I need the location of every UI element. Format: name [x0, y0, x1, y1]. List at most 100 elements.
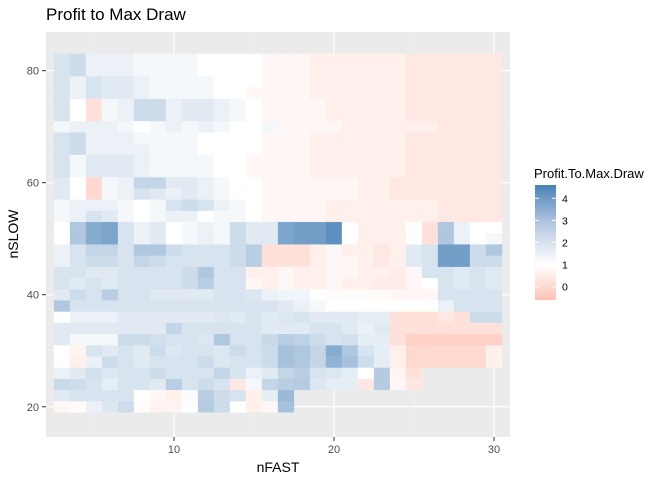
heatmap-tile: [453, 87, 471, 99]
heatmap-tile: [405, 76, 423, 88]
heatmap-tile: [437, 244, 455, 256]
heatmap-tile: [69, 288, 87, 301]
heatmap-tile: [293, 210, 311, 223]
heatmap-tile: [149, 132, 167, 144]
heatmap-tile: [165, 400, 183, 413]
heatmap-tile: [277, 64, 295, 77]
heatmap-tile: [197, 154, 215, 167]
heatmap-tile: [165, 76, 183, 88]
heatmap-tile: [197, 132, 215, 144]
heatmap-tile: [101, 389, 119, 402]
heatmap-tile: [293, 98, 311, 111]
heatmap-tile: [453, 98, 471, 111]
heatmap-tile: [181, 255, 199, 267]
heatmap-tile: [277, 322, 295, 335]
heatmap-tile: [293, 109, 311, 122]
heatmap-tile: [85, 87, 103, 99]
heatmap-tile: [261, 244, 279, 256]
heatmap-tile: [69, 322, 87, 335]
heatmap-tile: [357, 199, 375, 211]
heatmap-tile: [293, 143, 311, 155]
heatmap-tile: [69, 300, 87, 312]
heatmap-tile: [117, 87, 135, 99]
heatmap-tile: [165, 356, 183, 368]
heatmap-tile: [373, 98, 391, 111]
heatmap-tile: [133, 277, 151, 290]
heatmap-tile: [181, 277, 199, 290]
heatmap-tile: [229, 87, 247, 99]
heatmap-tile: [149, 154, 167, 167]
heatmap-tile: [469, 255, 487, 267]
heatmap-tile: [453, 300, 471, 312]
heatmap-tile: [421, 210, 439, 223]
heatmap-tile: [421, 221, 439, 234]
heatmap-tile: [357, 165, 375, 178]
heatmap-tile: [437, 300, 455, 312]
heatmap-tile: [373, 165, 391, 178]
heatmap-tile: [453, 344, 471, 357]
heatmap-tile: [421, 165, 439, 178]
heatmap-tile: [437, 277, 455, 290]
heatmap-tile: [453, 176, 471, 189]
heatmap-tile: [341, 300, 359, 312]
heatmap-tile: [197, 244, 215, 256]
heatmap-tile: [197, 333, 215, 346]
heatmap-tile: [293, 165, 311, 178]
heatmap-tile: [69, 378, 87, 391]
heatmap-tile: [85, 322, 103, 335]
heatmap-tile: [197, 98, 215, 111]
heatmap-tile: [197, 389, 215, 402]
heatmap-tile: [469, 232, 487, 245]
heatmap-tile: [341, 76, 359, 88]
heatmap-tile: [261, 109, 279, 122]
heatmap-tile: [341, 109, 359, 122]
heatmap-tile: [101, 311, 119, 323]
heatmap-tile: [453, 255, 471, 267]
heatmap-tile: [373, 277, 391, 290]
heatmap-tile: [277, 199, 295, 211]
heatmap-tile: [325, 165, 343, 178]
heatmap-tile: [389, 288, 407, 301]
heatmap-tile: [101, 400, 119, 413]
heatmap-tile: [181, 210, 199, 223]
heatmap-tile: [53, 266, 71, 279]
heatmap-tile: [229, 210, 247, 223]
heatmap-tile: [357, 188, 375, 200]
heatmap-tile: [85, 333, 103, 346]
heatmap-tile: [357, 311, 375, 323]
heatmap-tile: [469, 87, 487, 99]
heatmap-tile: [53, 400, 71, 413]
x-tick-label: 30: [488, 444, 500, 456]
heatmap-tile: [133, 400, 151, 413]
heatmap-tile: [309, 277, 327, 290]
heatmap-tile: [261, 176, 279, 189]
heatmap-tile: [293, 120, 311, 133]
heatmap-tile: [437, 87, 455, 99]
heatmap-tile: [213, 87, 231, 99]
heatmap-tile: [53, 333, 71, 346]
heatmap-tile: [181, 400, 199, 413]
heatmap-tile: [245, 120, 263, 133]
heatmap-tile: [229, 255, 247, 267]
heatmap-tile: [149, 199, 167, 211]
heatmap-tile: [117, 199, 135, 211]
heatmap-tile: [341, 244, 359, 256]
heatmap-tile: [277, 132, 295, 144]
heatmap-tile: [309, 64, 327, 77]
heatmap-tile: [197, 143, 215, 155]
heatmap-tile: [165, 288, 183, 301]
heatmap-tile: [101, 288, 119, 301]
legend-colorbar: [535, 185, 556, 300]
heatmap-tile: [149, 322, 167, 335]
heatmap-tile: [485, 143, 503, 155]
heatmap-tile: [373, 154, 391, 167]
heatmap-tile: [325, 277, 343, 290]
heatmap-tile: [85, 277, 103, 290]
heatmap-tile: [181, 53, 199, 66]
heatmap-tile: [485, 165, 503, 178]
heatmap-tile: [69, 389, 87, 402]
heatmap-tile: [277, 333, 295, 346]
heatmap-tile: [469, 300, 487, 312]
heatmap-tile: [357, 143, 375, 155]
heatmap-tile: [373, 266, 391, 279]
